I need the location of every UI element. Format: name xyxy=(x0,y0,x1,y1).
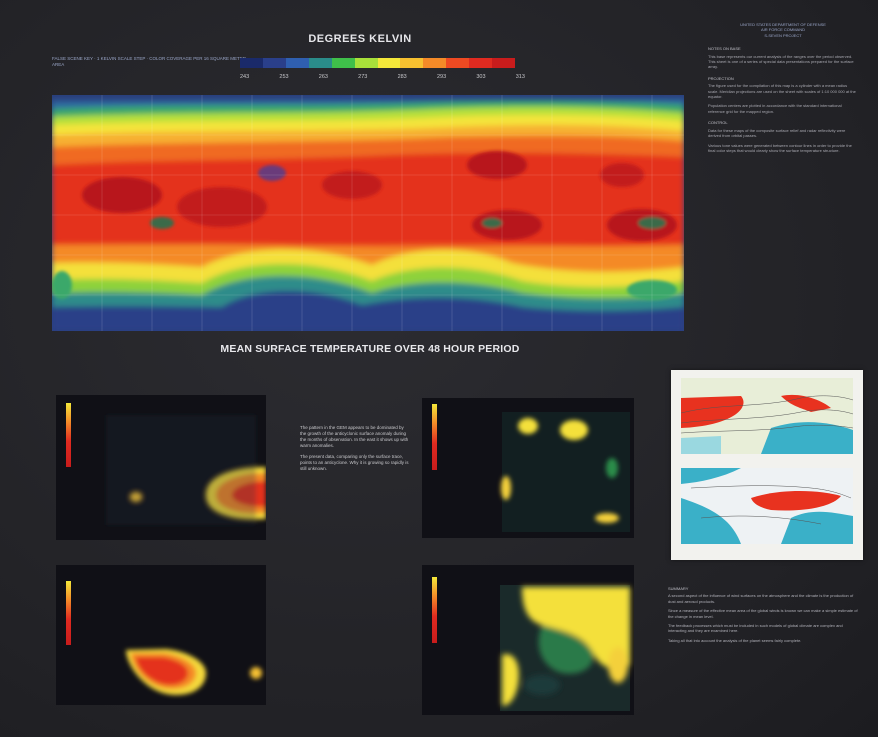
scale-tick-label: 293 xyxy=(436,74,447,80)
panel-legend-strip xyxy=(432,577,437,643)
scale-tick-label: 253 xyxy=(279,74,289,80)
map-caption: MEAN SURFACE TEMPERATURE OVER 48 HOUR PE… xyxy=(220,343,520,355)
scale-swatch-2 xyxy=(285,58,309,68)
scale-title: DEGREES KELVIN xyxy=(308,33,412,45)
description-paragraph: The present data, comparing only the sur… xyxy=(300,454,409,471)
panel-legend-strip xyxy=(66,403,71,467)
org-line: S-SEVEN PROJECT xyxy=(764,32,802,38)
inset-map-lower-graphic xyxy=(681,468,853,544)
scale-note: FALSE SCENE KEY · 1 KELVIN SCALE STEP · … xyxy=(52,56,247,67)
org-line: AIR FORCE COMMAND xyxy=(761,27,805,33)
summary-paragraph: The feedback processes which must be inc… xyxy=(668,623,843,634)
section-head: NOTES ON BASE xyxy=(708,46,741,52)
scale-swatch-10 xyxy=(469,58,493,68)
scale-tick-label: 303 xyxy=(476,74,486,80)
summary-paragraph: Taking all that into account the analysi… xyxy=(668,637,802,643)
inset-caption-lower xyxy=(681,547,853,551)
section-text: The figure used for the compilation of t… xyxy=(708,83,856,100)
inset-card xyxy=(671,370,863,560)
scale-tick-label: 313 xyxy=(515,74,525,80)
scale-swatch-3 xyxy=(308,58,332,68)
inset-map-upper xyxy=(681,378,853,454)
scale-swatch-5 xyxy=(354,58,378,68)
panel-bottom-right-graphic xyxy=(422,565,634,715)
panel-bottom-left-graphic xyxy=(56,565,266,705)
scale-tick-label: 283 xyxy=(397,74,407,80)
panel-top-left-graphic xyxy=(56,395,266,540)
org-line: UNITED STATES DEPARTMENT OF DEFENSE xyxy=(740,22,826,27)
summary-head: SUMMARY xyxy=(668,586,689,591)
scale-swatch-1 xyxy=(262,58,286,68)
section-text: Data for these maps of the composite sur… xyxy=(708,127,846,139)
section-text: Various tone values were generated betwe… xyxy=(708,142,852,153)
color-scale xyxy=(240,58,516,70)
panel-top-left xyxy=(56,395,266,540)
section-head: PROJECTION xyxy=(708,75,734,81)
scale-swatch-7 xyxy=(400,58,424,68)
summary-paragraph: Since a measure of the effective mean ar… xyxy=(668,608,858,619)
scale-tick-label: 243 xyxy=(240,74,250,80)
description-paragraph: The pattern in the GEM appears to be dom… xyxy=(300,425,409,448)
right-text-column: UNITED STATES DEPARTMENT OF DEFENSE AIR … xyxy=(708,22,858,157)
panel-top-right xyxy=(422,398,634,538)
section-text: Population centers are plotted in accord… xyxy=(708,103,842,114)
scale-tick-label: 273 xyxy=(358,74,368,80)
mean-temperature-map xyxy=(52,95,684,331)
inset-map-upper-graphic xyxy=(681,378,853,454)
inset-caption-upper xyxy=(681,456,853,460)
summary-paragraph: A second aspect of the influence of wind… xyxy=(668,593,854,604)
scale-swatch-4 xyxy=(331,58,355,68)
scale-tick-label: 263 xyxy=(318,74,328,80)
panel-legend-strip xyxy=(432,404,437,470)
scale-swatch-11 xyxy=(492,58,516,68)
scale-swatch-0 xyxy=(240,58,263,68)
scale-swatch-8 xyxy=(423,58,447,68)
inset-map-lower xyxy=(681,468,853,544)
section-head: CONTROL xyxy=(708,120,728,126)
scale-swatch-6 xyxy=(377,58,401,68)
panel-bottom-right xyxy=(422,565,634,715)
scale-swatch-9 xyxy=(446,58,470,68)
color-scale-ticks: 243 253 263 273 283 293 303 313 xyxy=(240,74,525,82)
panel-top-right-graphic xyxy=(422,398,634,538)
panel-legend-strip xyxy=(66,581,71,645)
org-header: UNITED STATES DEPARTMENT OF DEFENSE AIR … xyxy=(708,22,858,38)
panel-description: The pattern in the GEM appears to be dom… xyxy=(300,425,410,477)
summary-block: SUMMARY A second aspect of the influence… xyxy=(668,586,858,647)
color-scale-bar xyxy=(240,58,516,68)
panel-bottom-left xyxy=(56,565,266,705)
section-text: This base represents our current analysi… xyxy=(708,53,854,70)
temperature-map-graphic xyxy=(52,95,684,331)
